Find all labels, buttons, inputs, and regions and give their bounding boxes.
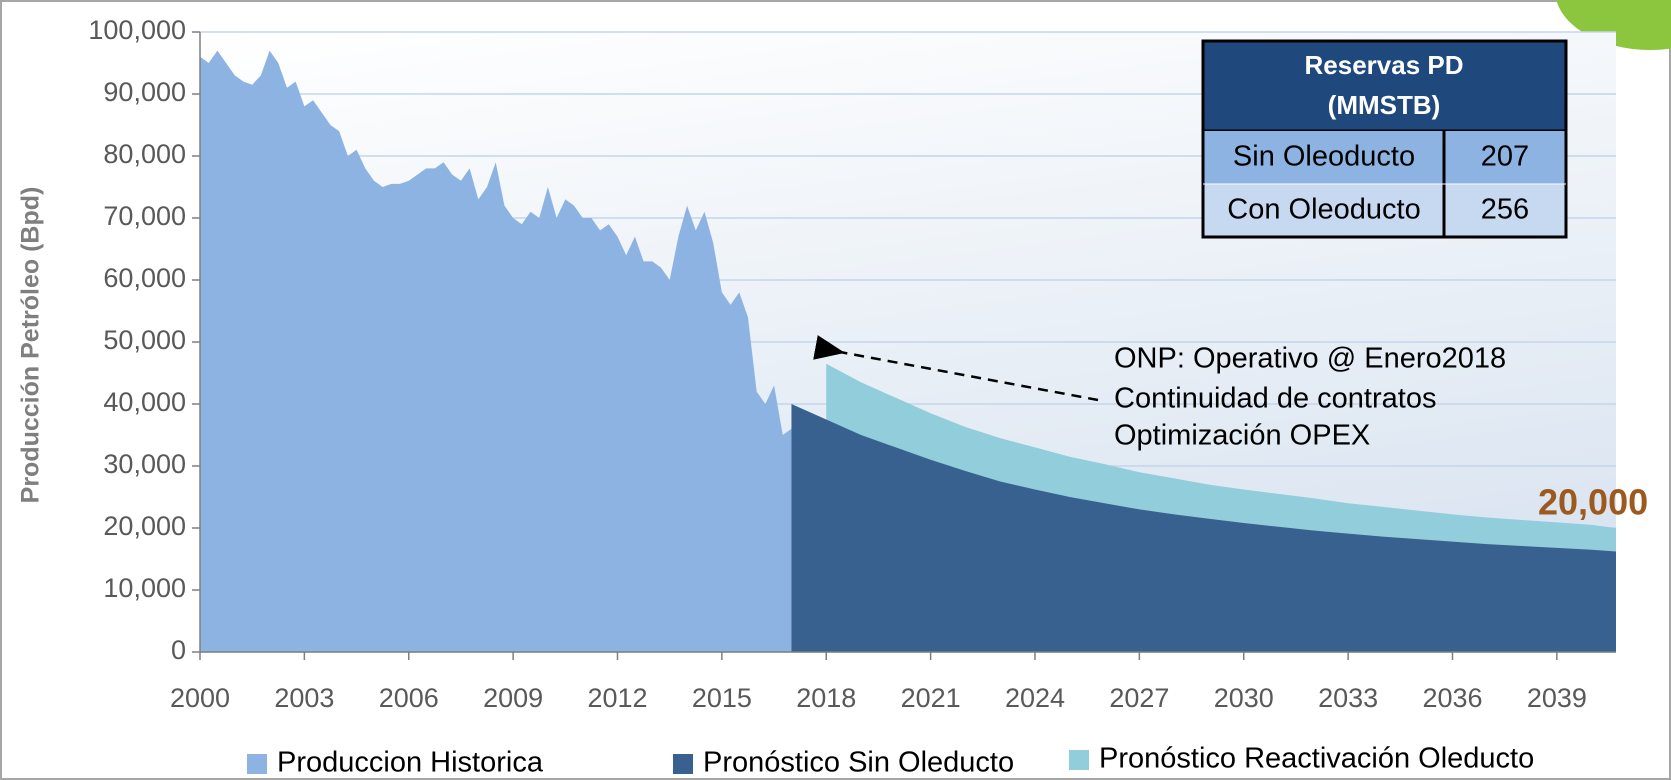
table-title: (MMSTB) bbox=[1328, 90, 1441, 120]
annotation: Optimización OPEX bbox=[1114, 420, 1370, 452]
table-cell: Con Oleoducto bbox=[1227, 194, 1420, 226]
legend-label: Produccion Historica bbox=[277, 747, 544, 779]
y-tick-label: 70,000 bbox=[103, 201, 186, 231]
x-tick-label: 2024 bbox=[1005, 683, 1065, 713]
table-cell: Sin Oleoducto bbox=[1233, 141, 1415, 173]
legend-label: Pronóstico Reactivación Oleducto bbox=[1099, 743, 1534, 775]
annotation-arrow bbox=[813, 335, 1099, 402]
annotation: Continuidad de contratos bbox=[1114, 383, 1436, 415]
legend-swatch bbox=[673, 754, 693, 774]
legend-swatch bbox=[247, 754, 267, 774]
x-tick-label: 2036 bbox=[1422, 683, 1482, 713]
x-tick-label: 2000 bbox=[170, 683, 230, 713]
x-tick-label: 2027 bbox=[1109, 683, 1169, 713]
annotation: ONP: Operativo @ Enero2018 bbox=[1114, 343, 1506, 375]
legend-swatch bbox=[1069, 750, 1089, 770]
x-tick-label: 2039 bbox=[1527, 683, 1587, 713]
reserves-table: Reservas PD (MMSTB) Sin Oleoducto 207 Co… bbox=[1201, 39, 1568, 239]
y-axis-label: Producción Petróleo (Bpd) bbox=[17, 187, 45, 504]
x-tick-label: 2018 bbox=[796, 683, 856, 713]
x-tick-label: 2012 bbox=[587, 683, 647, 713]
table-row bbox=[1203, 184, 1566, 237]
area bbox=[200, 50, 792, 653]
x-tick-label: 2009 bbox=[483, 683, 543, 713]
y-tick-label: 40,000 bbox=[103, 387, 186, 417]
x-tick-label: 2030 bbox=[1214, 683, 1274, 713]
x-tick-label: 2033 bbox=[1318, 683, 1378, 713]
x-tick-label: 2021 bbox=[901, 683, 961, 713]
y-tick-label: 50,000 bbox=[103, 325, 186, 355]
y-tick-label: 0 bbox=[171, 635, 186, 665]
table-border bbox=[1201, 39, 1568, 239]
x-tick-label: 2015 bbox=[692, 683, 752, 713]
y-tick-label: 90,000 bbox=[103, 77, 186, 107]
y-tick-label: 10,000 bbox=[103, 573, 186, 603]
y-tick-label: 60,000 bbox=[103, 263, 186, 293]
table-row bbox=[1203, 131, 1566, 184]
decoration bbox=[1556, 0, 1671, 50]
table-header bbox=[1201, 39, 1568, 133]
table-cell: 207 bbox=[1481, 141, 1529, 173]
y-tick-label: 80,000 bbox=[103, 139, 186, 169]
area bbox=[791, 404, 1616, 652]
x-tick-label: 2006 bbox=[379, 683, 439, 713]
y-tick-label: 30,000 bbox=[103, 449, 186, 479]
y-tick-label: 20,000 bbox=[103, 511, 186, 541]
y-tick-label: 100,000 bbox=[88, 15, 186, 45]
table-title: Reservas PD bbox=[1305, 50, 1464, 80]
end-label: 20,000 bbox=[1538, 482, 1648, 523]
table-cell: 256 bbox=[1481, 194, 1529, 226]
legend-label: Pronóstico Sin Oleducto bbox=[703, 747, 1014, 779]
x-tick-label: 2003 bbox=[274, 683, 334, 713]
